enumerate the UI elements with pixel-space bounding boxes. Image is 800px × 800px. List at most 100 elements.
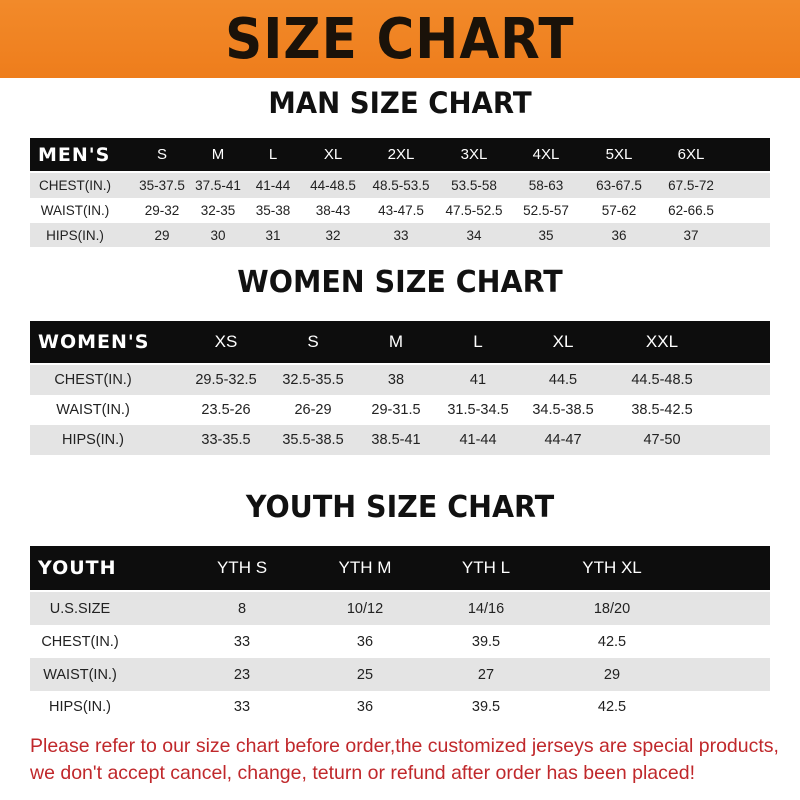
table-cell: 36: [611, 227, 627, 243]
table-cell: 27: [477, 666, 495, 683]
title-banner: SIZE CHART: [0, 0, 800, 78]
size-header: M: [388, 332, 404, 351]
measurement-label: HIPS(IN.): [46, 227, 104, 243]
table-cell: 35.5-38.5: [282, 432, 344, 448]
measurement-label: WAIST(IN.): [56, 402, 130, 418]
table-header-row: MEN'S S M L XL 2XL 3XL 4XL 5XL 6XL: [30, 138, 770, 171]
table-cell: 67.5-72: [668, 178, 714, 193]
table-cell: 38.5-41: [371, 432, 421, 448]
table-cell: 37: [683, 227, 699, 243]
table-cell: 62-66.5: [668, 203, 714, 218]
table-row: HIPS(IN.) 33-35.5 35.5-38.5 38.5-41 41-44 44-…: [30, 425, 770, 455]
table-row: WAIST(IN.) 23.5-26 26-29 29-31.5 31.5-34.5 34…: [30, 395, 770, 425]
size-header: YTH L: [461, 558, 511, 577]
table-cell: 47.5-52.5: [445, 203, 503, 218]
table-title-cell: WOMEN'S: [38, 331, 150, 353]
table-cell: 44-48.5: [310, 178, 356, 193]
table-title-cell: MEN'S: [38, 143, 111, 166]
size-header: YTH XL: [582, 558, 642, 577]
table-row: HIPS(IN.) 29 30 31 32 33 34 35 36 37: [30, 223, 770, 247]
table-cell: 35-37.5: [139, 178, 185, 193]
size-header: S: [156, 146, 168, 163]
notice-line: we don't accept cancel, change, teturn o…: [30, 762, 695, 784]
table-cell: 29-32: [144, 203, 180, 218]
measurement-label: CHEST(IN.): [54, 372, 132, 388]
table-cell: 41-44: [459, 432, 497, 448]
measurement-label: CHEST(IN.): [39, 178, 111, 193]
table-row: WAIST(IN.) 23 25 27 29: [30, 658, 770, 691]
table-cell: 23.5-26: [201, 402, 251, 418]
table-cell: 32.5-35.5: [282, 372, 344, 388]
size-header: S: [307, 332, 319, 351]
table-cell: 31.5-34.5: [447, 402, 509, 418]
table-cell: 57-62: [601, 203, 637, 218]
table-cell: 39.5: [471, 698, 501, 715]
women-heading: WOMEN SIZE CHART: [237, 265, 563, 300]
table-cell: 43-47.5: [378, 203, 424, 218]
table-cell: 38: [387, 372, 405, 388]
table-cell: 35-38: [255, 203, 291, 218]
table-cell: 25: [356, 666, 374, 683]
table-cell: 33: [233, 633, 251, 650]
table-cell: 34: [466, 227, 482, 243]
measurement-label: HIPS(IN.): [48, 698, 112, 715]
size-header: YTH S: [216, 558, 268, 577]
order-notice: Please refer to our size chart before or…: [30, 733, 790, 787]
table-cell: 42.5: [597, 633, 627, 650]
size-header: M: [211, 146, 225, 163]
table-cell: 26-29: [294, 402, 332, 418]
size-header: YTH M: [338, 558, 392, 577]
size-header: 3XL: [460, 146, 488, 163]
size-header: XXL: [645, 332, 679, 351]
youth-heading: YOUTH SIZE CHART: [245, 490, 555, 525]
table-cell: 23: [233, 666, 251, 683]
table-cell: 10/12: [346, 600, 384, 617]
table-cell: 63-67.5: [596, 178, 642, 193]
page-title: SIZE CHART: [225, 6, 575, 72]
table-cell: 41: [469, 372, 487, 388]
size-header: XL: [552, 332, 574, 351]
table-cell: 33: [233, 698, 251, 715]
table-cell: 29-31.5: [371, 402, 421, 418]
table-row: CHEST(IN.) 33 36 39.5 42.5: [30, 625, 770, 658]
table-cell: 58-63: [528, 178, 564, 193]
table-cell: 44.5: [548, 372, 578, 388]
table-cell: 52.5-57: [523, 203, 569, 218]
table-cell: 14/16: [467, 600, 505, 617]
measurement-label: WAIST(IN.): [43, 666, 117, 683]
table-cell: 32-35: [200, 203, 236, 218]
table-cell: 47-50: [643, 432, 681, 448]
size-header: 4XL: [532, 146, 560, 163]
table-header-row: WOMEN'S XS S M L XL XXL: [30, 321, 770, 363]
table-cell: 39.5: [471, 633, 501, 650]
size-header: 5XL: [605, 146, 633, 163]
table-cell: 8: [237, 600, 247, 617]
table-cell: 33-35.5: [201, 432, 251, 448]
measurement-label: HIPS(IN.): [61, 432, 125, 448]
table-cell: 38.5-42.5: [631, 402, 693, 418]
table-row: CHEST(IN.) 29.5-32.5 32.5-35.5 38 41 44.5 44.5…: [30, 365, 770, 395]
size-header: XS: [214, 332, 238, 351]
table-cell: 29: [603, 666, 621, 683]
size-header: XL: [323, 146, 343, 163]
table-cell: 29.5-32.5: [195, 372, 257, 388]
table-row: HIPS(IN.) 33 36 39.5 42.5: [30, 691, 770, 722]
table-cell: 33: [393, 227, 409, 243]
table-cell: 44.5-48.5: [631, 372, 693, 388]
measurement-label: CHEST(IN.): [41, 633, 119, 650]
table-header-row: YOUTH YTH S YTH M YTH L YTH XL: [30, 546, 770, 590]
table-cell: 35: [538, 227, 554, 243]
table-row: CHEST(IN.) 35-37.5 37.5-41 41-44 44-48.5 48.5…: [30, 173, 770, 198]
table-cell: 30: [210, 227, 226, 243]
table-cell: 42.5: [597, 698, 627, 715]
table-cell: 48.5-53.5: [372, 178, 430, 193]
table-cell: 44-47: [544, 432, 582, 448]
table-cell: 53.5-58: [451, 178, 497, 193]
table-cell: 37.5-41: [195, 178, 241, 193]
table-cell: 31: [265, 227, 281, 243]
size-header: L: [473, 332, 483, 351]
table-cell: 29: [154, 227, 170, 243]
table-row: WAIST(IN.) 29-32 32-35 35-38 38-43 43-47.5 47.…: [30, 198, 770, 223]
size-header: 2XL: [387, 146, 415, 163]
table-row: U.S.SIZE 8 10/12 14/16 18/20: [30, 592, 770, 625]
